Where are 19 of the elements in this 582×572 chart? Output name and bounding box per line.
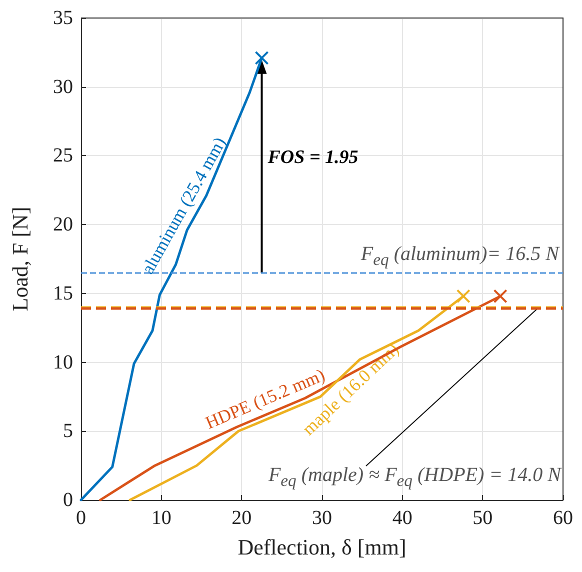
ref-line-label: F$_{eq}$ (aluminum)= 16.5 N [360,242,559,271]
y-tick-label: 10 [53,351,73,374]
x-tick-label: 50 [472,507,493,529]
annotation: FOS = 1.95 [266,146,359,168]
y-tick-label: 5 [63,420,73,442]
y-tick-label: 35 [53,7,73,29]
x-tick-label: 40 [392,507,412,529]
y-axis-title: Load, F [N] [8,206,32,312]
x-tick-label: 10 [151,507,172,529]
y-tick-label: 15 [53,282,73,304]
y-tick-label: 20 [53,214,73,236]
annotation: F$_{eq}$ (maple) ≈ F$_{eq}$ (HDPE) = 14.0 N [268,464,561,492]
x-tick-label: 30 [312,507,332,529]
y-tick-label: 25 [53,144,73,167]
x-axis-title: Deflection, δ [mm] [238,534,406,560]
y-tick-label: 30 [53,76,73,98]
x-tick-label: 60 [553,507,573,529]
x-tick-label: 20 [232,507,252,529]
y-tick-label: 0 [63,489,73,511]
